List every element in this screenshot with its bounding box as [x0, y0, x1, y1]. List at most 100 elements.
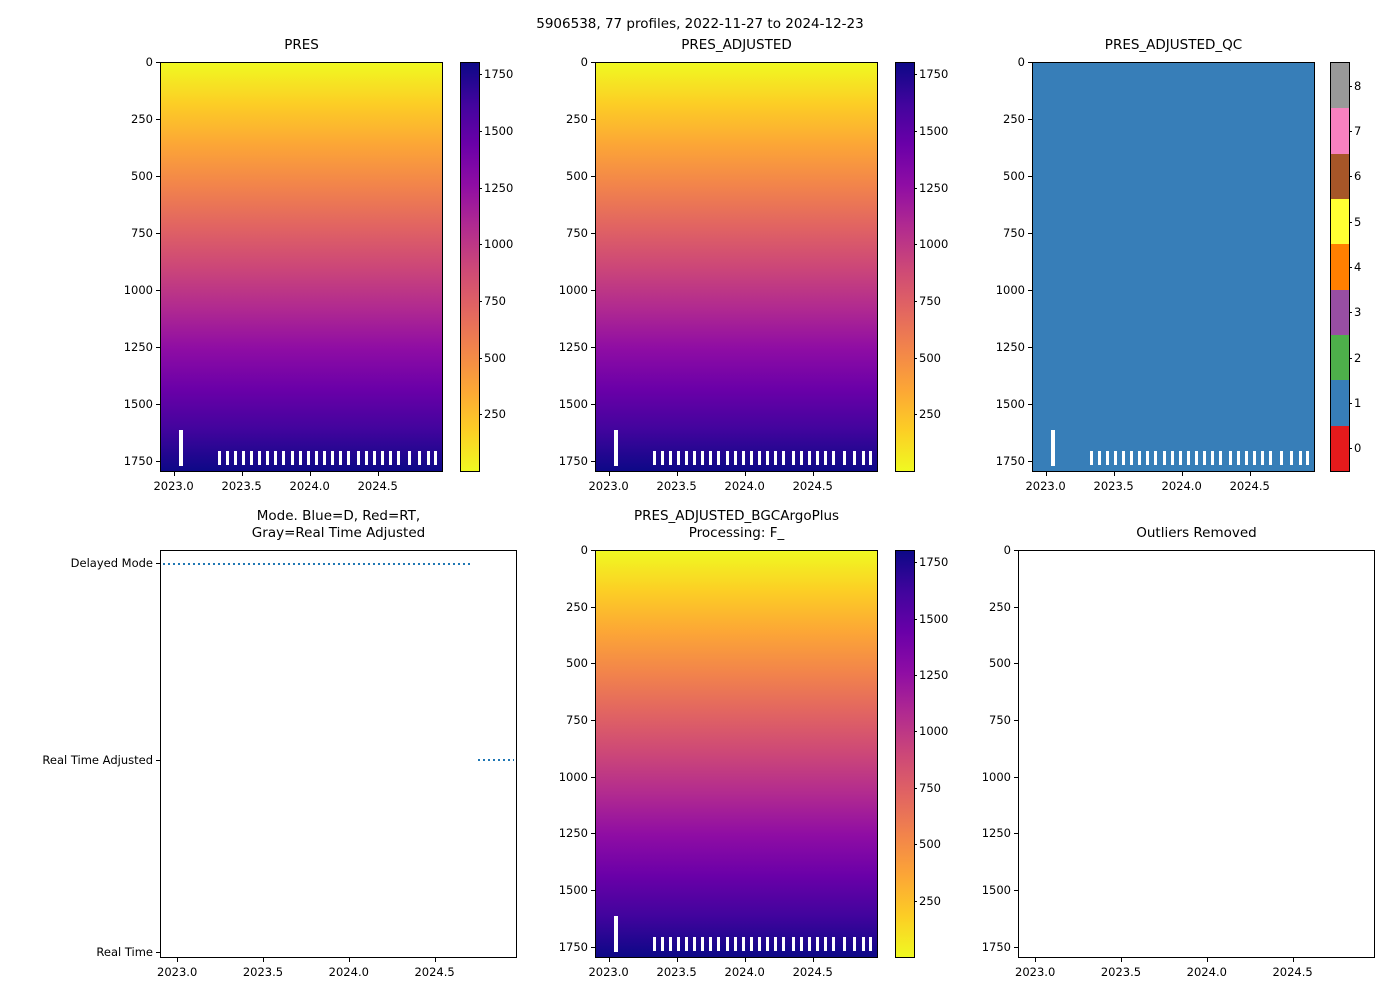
colorbar-tick	[914, 844, 917, 846]
pres-heatmap-surface	[160, 62, 443, 472]
x-tick	[348, 958, 350, 962]
missing-data-mark	[676, 937, 680, 951]
y-tick-label: 250	[989, 599, 1011, 614]
missing-data-mark	[1253, 451, 1257, 465]
missing-data-mark	[868, 937, 872, 951]
y-tick	[156, 346, 160, 348]
missing-data-mark	[1236, 451, 1240, 465]
missing-data-mark	[381, 451, 385, 465]
y-tick-label: 1250	[558, 826, 588, 841]
missing-data-mark	[816, 937, 820, 951]
y-tick-label: 0	[145, 55, 153, 69]
y-tick	[591, 289, 595, 291]
y-tick-label: 250	[566, 599, 588, 614]
y-tick-label: 1500	[995, 396, 1025, 411]
y-tick	[591, 403, 595, 405]
colorbar-tick	[479, 244, 482, 246]
x-tick	[1035, 958, 1037, 962]
y-tick	[591, 606, 595, 608]
colorbar-tick	[1349, 221, 1352, 223]
missing-data-mark	[685, 937, 688, 951]
panel-pres-adjusted: PRES_ADJUSTED 2023.0 2023.5 2024.0 2024.5 0 2…	[559, 37, 949, 493]
panel-pres-adjusted-title: PRES_ADJUSTED	[681, 37, 792, 54]
x-tick-label: 2024.0	[1161, 479, 1202, 493]
y-tick	[156, 232, 160, 234]
missing-data-mark	[1162, 451, 1166, 465]
y-tick	[1028, 346, 1032, 348]
y-tick	[1028, 460, 1032, 462]
colorbar-segment	[1331, 289, 1349, 335]
colorbar-tick-label: 1500	[484, 123, 514, 138]
y-tick	[1014, 833, 1018, 835]
y-tick-label: 750	[131, 225, 153, 240]
colorbar: 250 500 750 1000 1250 1500 1750	[460, 62, 513, 472]
panel-outliers-removed: Outliers Removed 2023.0 2023.5 2024.0 2024.…	[982, 525, 1375, 979]
x-tick-label: 2023.0	[153, 479, 194, 493]
x-tick	[1045, 472, 1047, 476]
colorbar-tick-label: 1250	[919, 668, 949, 683]
x-tick-label: 2023.0	[1025, 479, 1066, 493]
y-tick	[156, 62, 160, 63]
y-tick-label: 1000	[995, 282, 1025, 297]
missing-data-mark	[1097, 451, 1101, 465]
y-tick	[591, 175, 595, 177]
colorbar-tick	[1349, 85, 1352, 87]
y-tick-label: 1250	[981, 826, 1011, 841]
y-tick	[1028, 403, 1032, 405]
panel-pres-adjusted-bgcargoplus: PRES_ADJUSTED_BGCArgoPlus Processing: F_…	[559, 508, 949, 979]
missing-data-mark	[1138, 451, 1142, 465]
y-tick	[1028, 62, 1032, 63]
panel-outliers-removed-title: Outliers Removed	[1136, 525, 1257, 542]
missing-data-mark	[314, 451, 318, 465]
y-tick-label: Delayed Mode	[70, 556, 153, 571]
y-tick-label: 1000	[981, 769, 1011, 784]
panel-mode: Mode. Blue=D, Red=RT, Gray=Real Time Adj…	[42, 508, 517, 979]
x-tick-label: 2024.5	[792, 479, 833, 493]
missing-data-mark	[757, 451, 761, 465]
missing-data-mark	[1211, 451, 1215, 465]
colorbar-tick	[914, 787, 917, 789]
colorbar-tick	[479, 301, 482, 302]
colorbar-tick-label: 1750	[484, 67, 514, 82]
y-tick	[156, 951, 160, 953]
y-tick-label: 750	[989, 713, 1011, 727]
colorbar-segment	[1331, 244, 1349, 290]
y-tick-label: 1000	[123, 282, 153, 297]
missing-data-mark	[824, 451, 828, 465]
x-tick	[309, 472, 311, 476]
colorbar-segment	[1331, 334, 1349, 381]
x-tick	[744, 958, 746, 962]
missing-data-mark	[685, 451, 688, 465]
colorbar-tick-label: 1	[1354, 396, 1362, 410]
colorbar-tick-label: 5	[1354, 214, 1362, 229]
missing-data-mark	[433, 451, 437, 465]
y-tick-label: 1500	[558, 883, 588, 897]
missing-data-mark	[749, 937, 753, 951]
colorbar-segment	[1331, 108, 1349, 154]
pres-adjusted-qc-heatmap-surface	[1032, 62, 1315, 472]
colorbar-tick	[914, 74, 917, 76]
x-tick	[1113, 472, 1115, 476]
missing-data-mark	[868, 451, 872, 465]
missing-data-mark	[306, 451, 310, 465]
x-tick-label: 2023.5	[1093, 479, 1134, 493]
colorbar-tick	[914, 130, 917, 132]
x-tick-label: 2024.5	[792, 965, 833, 979]
y-tick	[591, 663, 595, 665]
y-tick	[591, 946, 595, 948]
missing-data-mark	[266, 451, 270, 465]
x-tick-label: 2024.0	[328, 965, 369, 979]
missing-data-mark	[1269, 451, 1273, 465]
colorbar-tick	[914, 244, 917, 246]
y-tick-label: 1500	[981, 883, 1011, 897]
panel-mode-title: Mode. Blue=D, Red=RT, Gray=Real Time Adj…	[251, 507, 426, 542]
missing-data-mark	[241, 451, 245, 465]
missing-data-mark	[757, 937, 761, 951]
colorbar-tick	[1349, 267, 1352, 268]
x-tick	[812, 472, 814, 476]
bgcargoplus-heatmap-surface	[595, 550, 878, 958]
x-tick	[177, 958, 179, 962]
missing-data-mark	[807, 451, 811, 465]
missing-data-mark	[733, 937, 737, 951]
panel-pres-adjusted-qc: PRES_ADJUSTED_QC 2023.0 2023.5 2024.0 2024.…	[996, 37, 1362, 493]
